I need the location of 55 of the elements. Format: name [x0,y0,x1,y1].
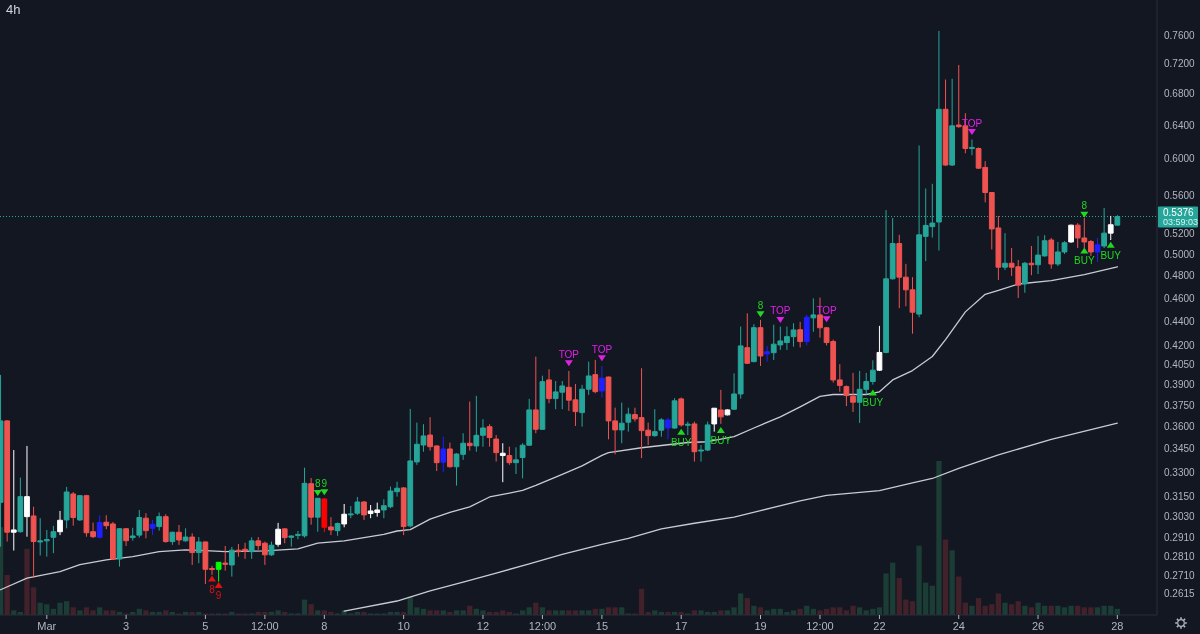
y-tick-label: 0.4400 [1164,315,1196,327]
x-tick-label: 5 [202,620,209,632]
y-tick-label: 0.3150 [1164,490,1196,502]
text: 8 [1081,200,1088,212]
x-tick-label: 28 [1111,620,1124,632]
text: BUY [1074,255,1095,267]
y-tick-label: 0.3450 [1164,443,1196,455]
x-tick-label: 12:00 [251,620,279,632]
y-tick-label: 0.3750 [1164,399,1196,411]
series-label: TOP [558,348,580,360]
x-tick-label: 19 [754,620,767,632]
x-tick-label: 3 [123,620,130,632]
x-tick-label: 22 [873,620,886,632]
x-tick-label: 10 [397,620,410,632]
y-tick-label: 0.2710 [1164,569,1196,581]
series-label: 8 [209,583,216,595]
x-tick-label: 12 [476,620,490,632]
y-tick-label: 0.6400 [1164,119,1196,131]
ref-line-label: 0.5376 [1163,207,1195,218]
text: 03:59:03 [1163,217,1199,227]
y-tick-label: 0.3030 [1164,511,1196,523]
series-label: 8 [314,478,321,490]
y-tick-label: 0.2910 [1164,532,1196,544]
y-tick-label: 0.2615 [1164,588,1196,600]
y-tick-label: 0.3600 [1164,421,1196,433]
y-tick-label: 0.3300 [1164,466,1196,478]
text: BUY [1100,249,1122,261]
y-tick-label: 0.7600 [1164,29,1196,41]
x-tick-label: 15 [595,620,609,632]
y-tick-label: 0.6000 [1164,153,1196,165]
text: 8 [757,299,764,311]
y-tick-label: 0.4600 [1164,292,1196,304]
text: BUY [862,397,884,409]
x-tick-label: 12:00 [528,620,557,632]
x-tick-label: 24 [952,620,965,632]
y-tick-label: 0.4050 [1164,359,1196,371]
x-tick-label: 26 [1031,620,1045,632]
x-tick-label: 12:00 [806,620,834,632]
y-tick-label: 0.3900 [1164,379,1196,391]
y-tick-label: 0.4800 [1164,270,1196,282]
text: TOP [770,305,791,317]
x-tick-label: Mar [37,620,57,632]
y-tick-label: 0.5600 [1164,189,1196,201]
y-tick-label: 0.4200 [1164,340,1196,352]
series-label: 9 [215,590,222,602]
y-tick-label: 0.5200 [1164,228,1196,240]
chart-title: 4h [6,2,21,17]
x-tick-label: 8 [321,620,328,632]
y-tick-label: 0.7200 [1164,58,1196,69]
series-label: 9 [321,477,328,489]
x-tick-label: 17 [675,620,688,632]
y-tick-label: 0.5000 [1164,248,1196,260]
y-tick-label: 0.2810 [1164,550,1196,562]
y-tick-label: 0.6800 [1164,87,1196,99]
text: TOP [591,343,613,355]
